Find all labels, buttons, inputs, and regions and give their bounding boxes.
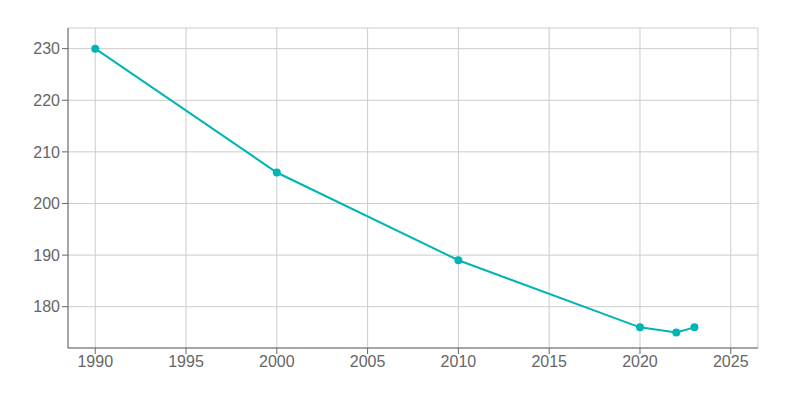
svg-text:2000: 2000 <box>259 353 295 370</box>
svg-text:200: 200 <box>33 195 60 212</box>
svg-text:2025: 2025 <box>713 353 749 370</box>
svg-text:2005: 2005 <box>350 353 386 370</box>
svg-text:180: 180 <box>33 298 60 315</box>
svg-text:2010: 2010 <box>441 353 477 370</box>
svg-text:2015: 2015 <box>531 353 567 370</box>
svg-text:210: 210 <box>33 144 60 161</box>
svg-text:1995: 1995 <box>168 353 204 370</box>
svg-text:2020: 2020 <box>622 353 658 370</box>
svg-text:1990: 1990 <box>77 353 113 370</box>
svg-text:230: 230 <box>33 40 60 57</box>
svg-text:190: 190 <box>33 247 60 264</box>
svg-text:220: 220 <box>33 92 60 109</box>
